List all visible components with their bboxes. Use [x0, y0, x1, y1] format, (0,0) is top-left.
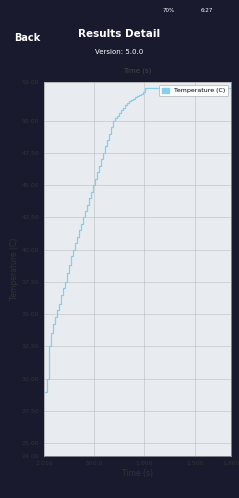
Text: Time (s): Time (s) [123, 68, 152, 75]
Text: Results Detail: Results Detail [78, 29, 161, 39]
Text: Back: Back [14, 33, 41, 43]
Text: 6:27: 6:27 [201, 7, 213, 12]
Legend: Temperature (C): Temperature (C) [159, 85, 228, 96]
X-axis label: Time (s): Time (s) [122, 469, 153, 478]
Text: Version: 5.0.0: Version: 5.0.0 [95, 49, 144, 55]
Text: 70%: 70% [163, 7, 175, 12]
Y-axis label: Temperature (C): Temperature (C) [10, 238, 19, 300]
